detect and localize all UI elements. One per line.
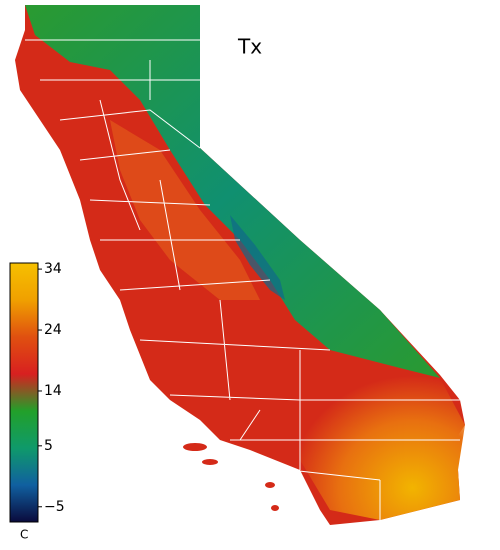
colorbar-tick-label: 5 bbox=[44, 438, 53, 454]
colorbar-tick-label: −5 bbox=[44, 499, 65, 515]
colorbar: C −5 5 14 24 34 bbox=[9, 261, 65, 542]
islands bbox=[183, 443, 279, 511]
colorbar-unit: C bbox=[20, 528, 28, 542]
island bbox=[183, 443, 207, 451]
island bbox=[265, 482, 275, 488]
island bbox=[202, 459, 218, 465]
sierra-high bbox=[230, 215, 285, 300]
colorbar-tick-label: 24 bbox=[44, 322, 62, 338]
mountain-zone bbox=[25, 5, 440, 378]
state-map bbox=[15, 5, 465, 525]
county-lines bbox=[25, 39, 460, 520]
colorbar-tick-label: 14 bbox=[44, 383, 62, 399]
map-title: Tx bbox=[237, 35, 262, 59]
central-valley bbox=[110, 120, 260, 300]
colorbar-scale bbox=[9, 262, 39, 523]
county-line bbox=[25, 39, 460, 520]
island bbox=[271, 505, 279, 511]
colorbar-tick-label: 34 bbox=[44, 261, 62, 277]
